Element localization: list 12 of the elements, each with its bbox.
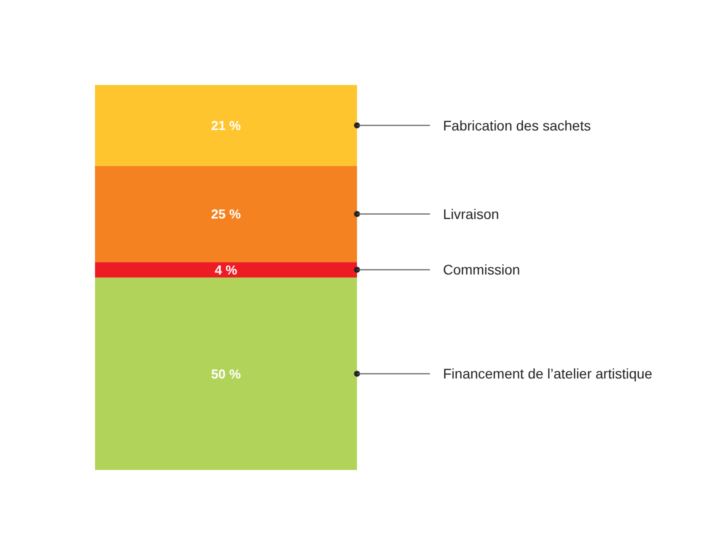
text: Livraison: [443, 206, 500, 222]
text: Financement de l’atelier artistique: [443, 366, 653, 382]
data-label: 21 %: [211, 118, 242, 133]
data-label: 50 %: [211, 366, 242, 382]
text: Fabrication des sachets: [443, 117, 591, 134]
bar: [95, 85, 357, 166]
bar: [95, 166, 357, 262]
bar: [95, 262, 357, 278]
data-label: 4 %: [214, 262, 238, 278]
text: Commission: [443, 262, 520, 278]
bar: [95, 278, 357, 470]
data-label: 25 %: [211, 206, 242, 222]
